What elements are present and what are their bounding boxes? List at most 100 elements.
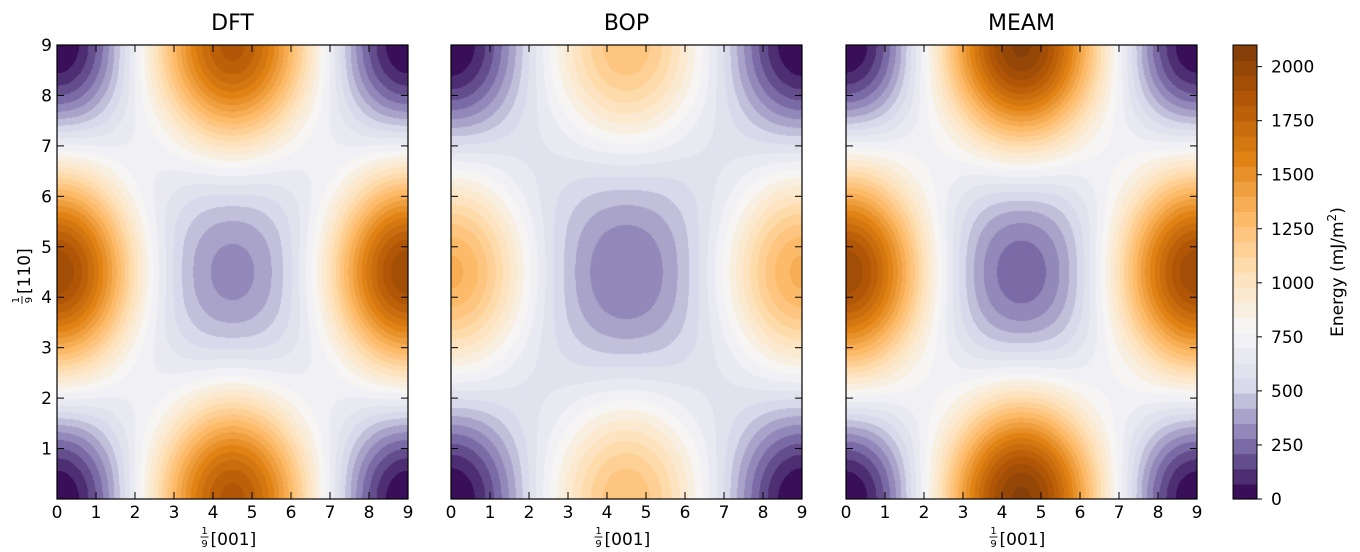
x-tick-label: 9: [797, 503, 808, 523]
x-tick-label: 8: [364, 503, 375, 523]
x-tick-label: 0: [841, 503, 852, 523]
y-tick-label: 9: [41, 36, 52, 56]
x-tick-label: 8: [1153, 503, 1164, 523]
colorbar-tick-label: 0: [1271, 490, 1282, 510]
x-tick-label: 4: [208, 503, 219, 523]
x-label-frac-den: 9: [990, 539, 996, 550]
colorbar-tick-label: 1750: [1271, 112, 1314, 132]
colorbar-band: [1233, 377, 1257, 394]
plot-frame: [450, 44, 803, 500]
chart-title: BOP: [604, 11, 649, 36]
x-tick-label: 0: [446, 503, 457, 523]
colorbar-band: [1233, 362, 1257, 379]
x-label-frac-num: 1: [595, 526, 601, 537]
x-label-frac-den: 9: [201, 539, 207, 550]
x-tick-label: 2: [524, 503, 535, 523]
colorbar-band: [1233, 75, 1257, 91]
colorbar-label: Energy (mJ/m2): [1325, 207, 1348, 337]
x-axis-label: [001]: [605, 530, 651, 550]
x-tick-label: 4: [997, 503, 1008, 523]
colorbar-band: [1233, 150, 1257, 167]
colorbar-band: [1233, 468, 1257, 485]
colorbar-band: [1233, 438, 1257, 455]
y-tick-label: 4: [41, 288, 52, 308]
heatmap-dft: [57, 45, 408, 499]
colorbar-band: [1233, 196, 1257, 213]
x-label-frac-num: 1: [201, 526, 207, 537]
colorbar-band: [1233, 241, 1257, 258]
plot-frame: [56, 44, 409, 500]
x-tick-label: 8: [758, 503, 769, 523]
x-tick-label: 3: [958, 503, 969, 523]
colorbar-band: [1233, 60, 1257, 76]
y-tick-label: 3: [41, 339, 52, 359]
plot-frame: [845, 44, 1198, 500]
y-label-frac-den: 9: [24, 297, 35, 303]
colorbar-label-group: Energy (mJ/m2): [1325, 207, 1348, 337]
colorbar-band: [1233, 483, 1257, 500]
colorbar-band: [1233, 332, 1257, 349]
colorbar-band: [1233, 105, 1257, 122]
colorbar-band: [1233, 226, 1257, 243]
panel-bop: BOP 0 1 2 3 4 5 6 7 8 9 1 9 [001]: [446, 11, 808, 550]
x-tick-label: 1: [485, 503, 496, 523]
x-tick-label: 9: [403, 503, 414, 523]
colorbar: 0 250 500 750 1000 1250 1500 1750 2000 Energy (mJ…: [1232, 44, 1348, 510]
y-axis-label-group: 1 9 [110]: [11, 248, 35, 304]
x-tick-label: 6: [1075, 503, 1086, 523]
x-axis-label: [001]: [211, 530, 257, 550]
heatmap-meam: [846, 45, 1197, 499]
colorbar-tick-label: 250: [1271, 436, 1303, 456]
x-tick-label: 7: [719, 503, 730, 523]
y-tick-label: 5: [41, 238, 52, 258]
colorbar-tick-label: 750: [1271, 328, 1303, 348]
x-tick-label: 6: [680, 503, 691, 523]
colorbar-band: [1233, 408, 1257, 424]
x-tick-label: 6: [286, 503, 297, 523]
colorbar-band: [1233, 453, 1257, 470]
x-tick-label: 3: [169, 503, 180, 523]
colorbar-band: [1233, 287, 1257, 303]
x-label-frac-den: 9: [595, 539, 601, 550]
colorbar-label-main: Energy (mJ/m: [1328, 221, 1348, 336]
colorbar-band: [1233, 120, 1257, 137]
x-tick-label: 4: [602, 503, 613, 523]
panel-meam: MEAM 0 1 2 3 4 5 6 7 8 9 1 9 [001]: [841, 11, 1203, 550]
x-tick-label: 2: [919, 503, 930, 523]
x-tick-label: 7: [1114, 503, 1125, 523]
colorbar-tick-label: 1500: [1271, 166, 1314, 186]
colorbar-band: [1233, 393, 1257, 409]
x-tick-label: 0: [52, 503, 63, 523]
x-tick-label: 1: [880, 503, 891, 523]
colorbar-band: [1233, 347, 1257, 364]
colorbar-band: [1233, 90, 1257, 107]
x-tick-label: 5: [1036, 503, 1047, 523]
x-tick-label: 3: [563, 503, 574, 523]
colorbar-label-sup: 2: [1325, 214, 1339, 222]
x-tick-label: 9: [1192, 503, 1203, 523]
x-tick-label: 1: [91, 503, 102, 523]
y-tick-label: 8: [41, 86, 52, 106]
colorbar-band: [1233, 211, 1257, 228]
heatmap-bop: [451, 45, 802, 499]
colorbar-band: [1233, 272, 1257, 288]
colorbar-band: [1233, 135, 1257, 152]
colorbar-band: [1233, 256, 1257, 273]
colorbar-tick-label: 1000: [1271, 274, 1314, 294]
x-tick-label: 7: [325, 503, 336, 523]
colorbar-band: [1233, 302, 1257, 318]
y-axis-label: [110]: [15, 248, 35, 294]
y-tick-label: 7: [41, 137, 52, 157]
x-axis-label: [001]: [1000, 530, 1046, 550]
colorbar-band: [1233, 317, 1257, 334]
colorbar-frame: [1232, 44, 1258, 500]
colorbar-band: [1233, 181, 1257, 197]
colorbar-tick-label: 1250: [1271, 220, 1314, 240]
colorbar-tick-label: 2000: [1271, 58, 1314, 78]
y-label-frac-num: 1: [11, 297, 22, 303]
chart-title: MEAM: [988, 11, 1055, 36]
y-tick-label: 1: [41, 440, 52, 460]
y-tick-label: 6: [41, 187, 52, 207]
